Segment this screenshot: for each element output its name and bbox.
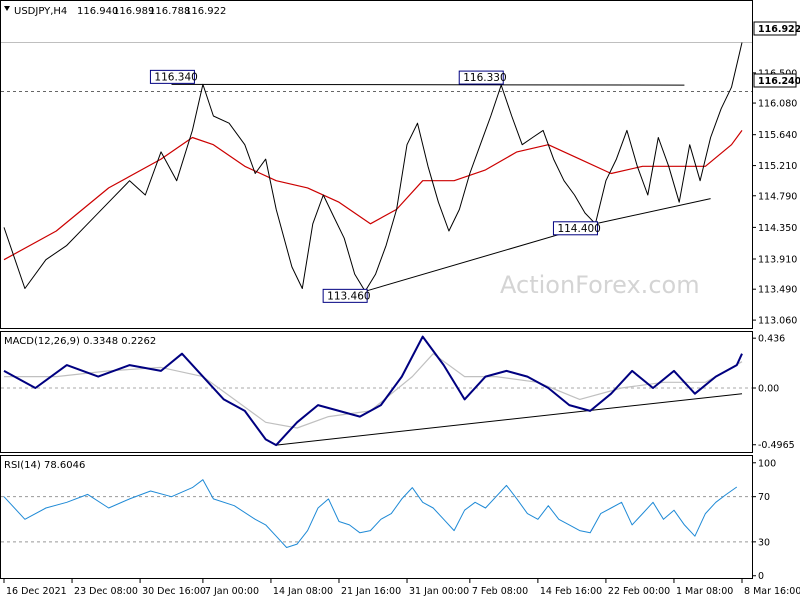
annotation-box (552, 221, 598, 236)
rsi-y-tick-label: 0 (758, 571, 764, 582)
rsi-panel-frame (0, 455, 753, 579)
watermark: ActionForex.com (500, 271, 700, 299)
main-y-tick-label: 115.210 (758, 161, 797, 172)
main-y-tick-label: 113.060 (758, 316, 797, 327)
x-tick-label: 8 Mar 16:00 (744, 586, 800, 597)
price-tags: 116.922 116.240 (753, 21, 800, 88)
macd-panel-frame (0, 331, 753, 453)
x-tick-label: 14 Jan 08:00 (273, 586, 333, 597)
annotation-box (322, 288, 368, 303)
rsi-y-axis: 100 70 30 0 (752, 458, 776, 582)
annotation-box (458, 70, 504, 85)
macd-y-tick-label: 0.00 (758, 384, 779, 395)
level-tag: 116.240 (758, 76, 800, 87)
resistance-line (171, 83, 685, 86)
price-path (3, 42, 743, 292)
rsi-y-tick-label: 70 (758, 492, 770, 503)
x-tick-label: 14 Feb 16:00 (540, 586, 602, 597)
rsi-y-tick-label: 100 (758, 458, 776, 469)
rsi-levels (1, 496, 752, 543)
x-tick-label: 23 Dec 08:00 (74, 586, 138, 597)
main-y-axis: 116.500116.080115.640115.210114.790114.3… (752, 68, 797, 327)
rsi-label: RSI(14) 78.6046 (4, 460, 85, 471)
ma-path (3, 130, 743, 261)
macd-main-line (3, 335, 743, 447)
open-value: 116.940 (77, 6, 118, 17)
main-y-tick-label: 114.790 (758, 191, 797, 202)
rsi-path (3, 479, 738, 548)
main-panel-frame (0, 0, 753, 329)
main-y-tick-label: 113.910 (758, 255, 797, 266)
annotations: 116.340 116.330 114.400 113.460 (149, 69, 601, 303)
annotation-label: 114.400 (557, 223, 600, 235)
macd-y-axis: 0.436 0.00 -0.4965 (752, 334, 795, 451)
x-tick-label: 1 Mar 08:00 (676, 586, 733, 597)
annotation-label: 116.340 (154, 71, 197, 83)
x-tick-label: 31 Jan 00:00 (409, 586, 469, 597)
x-axis: 16 Dec 2021 23 Dec 08:00 30 Dec 16:007 Jan… (3, 578, 800, 597)
x-tick-label: 7 Feb 08:00 (472, 586, 528, 597)
x-tick-label: 30 Dec 16:00 (142, 586, 206, 597)
price-series (3, 42, 743, 292)
close-value: 116.922 (185, 6, 226, 17)
rsi-line (3, 479, 738, 548)
x-tick-label: 22 Feb 00:00 (608, 586, 670, 597)
macd-label: MACD(12,26,9) 0.3348 0.2262 (4, 336, 156, 347)
high-value: 116.989 (113, 6, 154, 17)
annotation-box (149, 69, 195, 84)
resistance-segment (171, 83, 685, 86)
main-y-tick-label: 114.350 (758, 223, 797, 234)
x-tick-label: 16 Dec 2021 (6, 586, 67, 597)
annotation-label: 113.460 (327, 290, 370, 302)
symbol-label: USDJPY,H4 (14, 6, 67, 17)
rsi-y-tick-label: 30 (758, 537, 770, 548)
macd-y-tick-label: -0.4965 (758, 440, 795, 451)
x-tick-label: 21 Jan 16:00 (341, 586, 401, 597)
price-tag: 116.922 (758, 24, 800, 35)
main-y-tick-label: 116.080 (758, 99, 797, 110)
collapse-triangle-icon[interactable] (4, 6, 10, 11)
macd-y-tick-label: 0.436 (758, 334, 785, 345)
main-y-tick-label: 113.490 (758, 285, 797, 296)
macd-trend-segment (276, 393, 743, 446)
macd-trendline (276, 393, 743, 446)
annotation-label: 116.330 (463, 72, 506, 84)
macd-main-path (3, 335, 743, 447)
x-tick-label: 7 Jan 00:00 (205, 586, 259, 597)
moving-average-line (3, 130, 743, 261)
main-y-tick-label: 115.640 (758, 130, 797, 141)
low-value: 116.788 (149, 6, 190, 17)
